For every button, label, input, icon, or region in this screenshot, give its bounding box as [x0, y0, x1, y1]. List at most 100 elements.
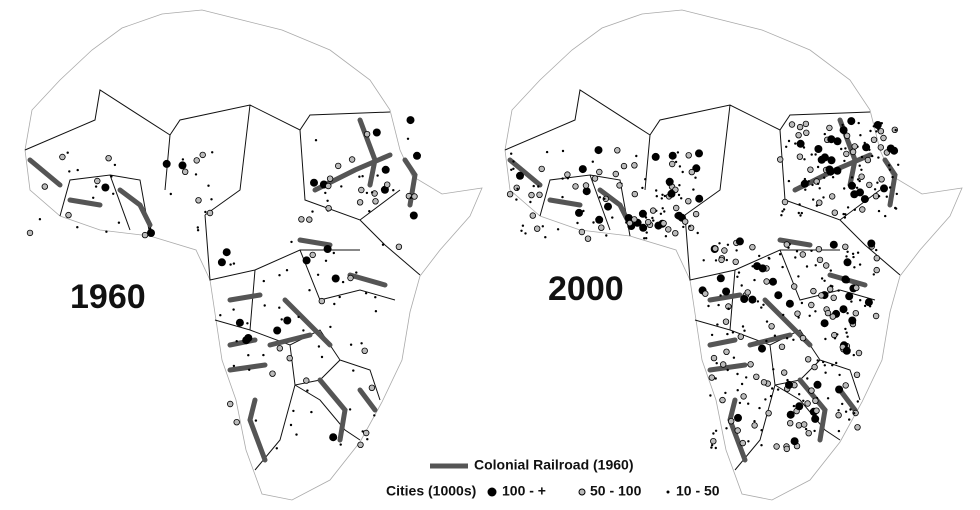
city-dot	[860, 168, 863, 171]
city-dot	[368, 210, 371, 213]
city-dot	[836, 333, 839, 336]
city-dot	[877, 209, 881, 213]
city-dot	[219, 314, 222, 317]
city-dot	[178, 161, 187, 170]
city-dot	[714, 446, 717, 450]
city-dot	[652, 219, 655, 222]
city-dot	[734, 413, 742, 422]
city-dot	[773, 443, 780, 450]
city-dot	[848, 181, 856, 190]
city-dot	[811, 363, 818, 371]
city-dot	[816, 256, 824, 264]
city-dot	[370, 191, 374, 194]
city-dot	[113, 163, 117, 167]
city-dot	[661, 207, 664, 210]
city-dot	[740, 393, 747, 400]
city-dot	[802, 120, 810, 128]
city-dot	[877, 127, 885, 135]
city-dot	[826, 156, 829, 160]
city-dot	[758, 344, 766, 353]
city-dot	[799, 334, 807, 342]
city-dot	[824, 309, 832, 317]
city-dot	[376, 174, 379, 177]
city-dot	[529, 200, 532, 204]
city-dot	[712, 432, 715, 435]
city-dot	[556, 228, 560, 231]
city-dot	[41, 183, 48, 190]
city-dot	[845, 292, 854, 301]
city-dot	[314, 139, 318, 142]
city-dot	[786, 410, 795, 419]
city-dot	[797, 211, 800, 215]
city-dot	[760, 379, 768, 386]
city-dot	[792, 404, 796, 408]
city-dot	[851, 252, 855, 255]
city-dot	[538, 165, 545, 173]
city-dot	[786, 378, 789, 382]
city-dot	[26, 229, 34, 237]
city-dot	[631, 162, 638, 169]
city-dots	[26, 116, 421, 450]
city-dot	[820, 277, 824, 280]
city-dot	[833, 337, 837, 340]
city-dot	[372, 128, 381, 137]
city-dot	[749, 243, 756, 251]
city-dot	[631, 190, 638, 198]
city-dot	[356, 199, 364, 206]
city-dot	[810, 287, 817, 295]
city-dot	[859, 299, 862, 302]
city-dot	[692, 188, 695, 191]
city-dot	[681, 218, 689, 225]
city-dot	[409, 196, 413, 199]
city-dot	[800, 211, 803, 215]
city-dot	[814, 145, 823, 153]
city-dot	[868, 305, 872, 308]
city-dot	[719, 294, 722, 297]
city-dot	[668, 151, 677, 160]
city-dot	[823, 176, 826, 179]
city-dot	[368, 384, 376, 391]
city-dot	[785, 380, 793, 389]
city-dot	[805, 356, 812, 363]
city-dot	[513, 184, 520, 191]
city-dot	[829, 269, 832, 272]
city-dot	[792, 338, 795, 341]
city-dot	[372, 198, 379, 205]
city-dot	[639, 223, 648, 232]
city-dot	[895, 192, 898, 196]
city-dot	[727, 307, 730, 311]
city-dot	[696, 231, 699, 235]
city-dot	[787, 139, 791, 143]
city-dot	[651, 216, 654, 220]
city-dot	[326, 199, 329, 202]
city-dot	[799, 214, 802, 217]
city-dot	[714, 259, 718, 262]
city-dot	[872, 312, 880, 320]
city-dot	[529, 212, 536, 219]
city-dot	[731, 331, 735, 334]
city-dot	[843, 159, 846, 163]
city-dot	[685, 197, 692, 205]
city-dot	[844, 147, 847, 150]
city-dot	[406, 137, 410, 140]
city-dot	[888, 186, 892, 189]
city-dot	[747, 440, 750, 443]
city-dot	[753, 373, 760, 380]
city-dot	[516, 187, 519, 190]
city-dot	[506, 190, 514, 198]
city-dot	[544, 236, 547, 239]
city-dot	[206, 209, 214, 217]
city-dot	[718, 256, 725, 264]
city-dot	[716, 323, 719, 326]
city-dot	[572, 183, 579, 190]
city-dot	[576, 221, 579, 225]
city-dot	[534, 225, 541, 232]
city-dot	[816, 182, 820, 185]
city-dot	[331, 274, 340, 283]
city-dot	[880, 184, 888, 193]
city-dot	[831, 331, 838, 339]
city-dot	[782, 313, 785, 317]
city-dot	[660, 197, 663, 200]
city-dot	[211, 151, 214, 154]
city-dot	[846, 335, 849, 338]
